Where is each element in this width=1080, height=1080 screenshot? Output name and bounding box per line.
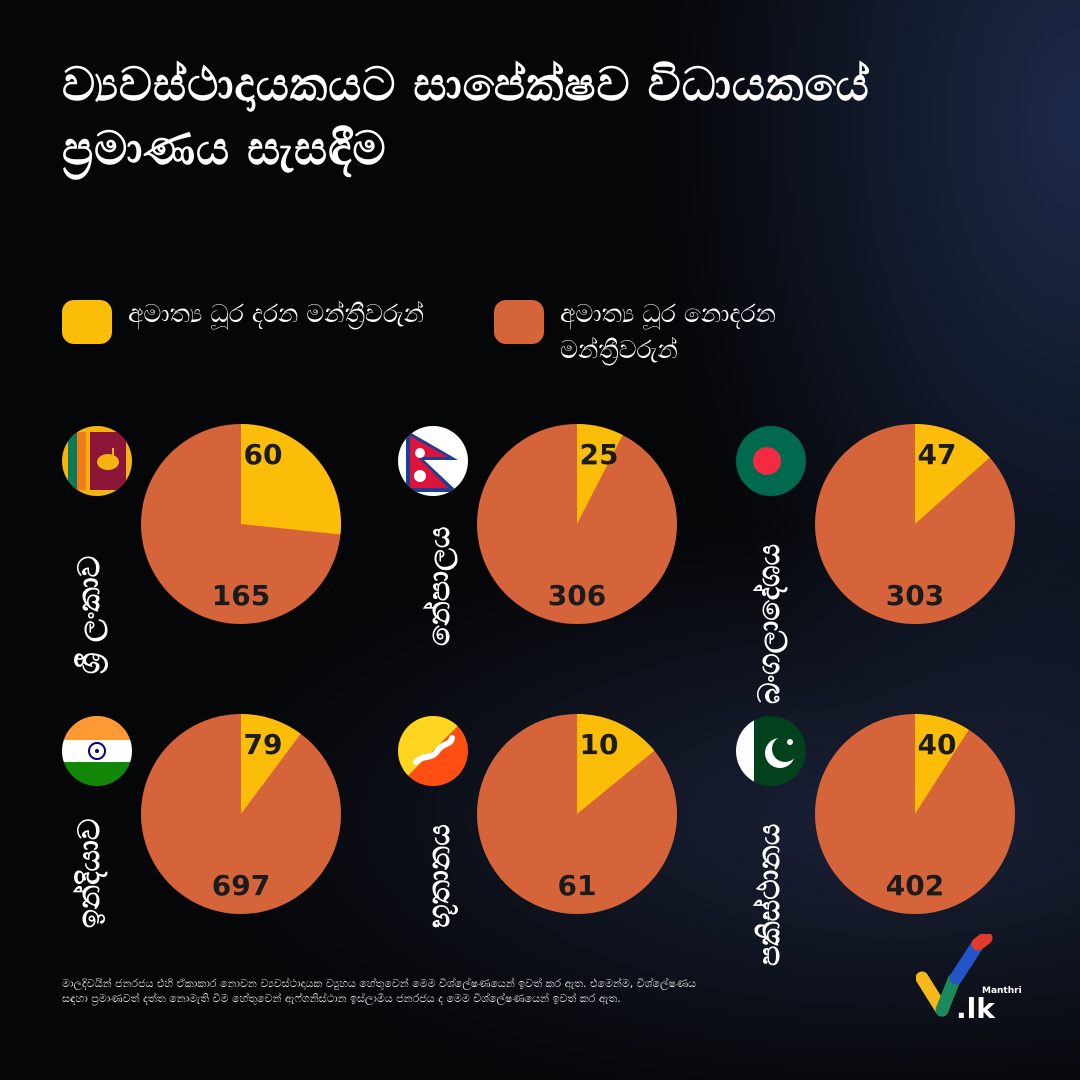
pie-chart-bhutan: 10 61 [477, 714, 677, 914]
pie-chart-india: 79 697 [141, 714, 341, 914]
pie-label-non-minister-pakistan: 402 [886, 869, 944, 902]
legend-non-minister: අමාත්‍ය ධූර නොදරන මන්ත්‍රීවරුන් [494, 296, 860, 368]
country-label-sri-lanka: ශ්‍රී ලංකාව [72, 555, 107, 674]
logo-name: Manthri [982, 986, 1022, 996]
pie-label-minister-india: 79 [244, 728, 283, 761]
page-title: ව්‍යවස්ථාදායකයට සාපේක්ෂව විධායකයේ ප්‍රමා… [62, 57, 870, 175]
checkmark-logo-icon: Manthri .lk [915, 931, 1026, 1025]
pie-label-minister-nepal: 25 [580, 438, 619, 471]
country-label-bangladesh: බංගලාදේශය [752, 543, 787, 704]
pie-label-non-minister-nepal: 306 [548, 579, 606, 612]
logo-suffix: .lk [956, 992, 995, 1025]
pie-slice-minister-pakistan [915, 714, 969, 814]
pie-label-minister-bangladesh: 47 [918, 438, 957, 471]
legend-swatch-minister [62, 300, 112, 344]
pie-label-minister-pakistan: 40 [918, 728, 957, 761]
pie-label-non-minister-bangladesh: 303 [886, 579, 944, 612]
pie-label-minister-bhutan: 10 [580, 728, 619, 761]
legend-label-non-minister: අමාත්‍ය ධූර නොදරන මන්ත්‍රීවරුන් [560, 299, 776, 364]
country-label-india: ඉන්දියාව [72, 818, 107, 928]
bangladesh-flag-icon [736, 426, 806, 496]
pie-chart-nepal: 25 306 [477, 424, 677, 624]
pie-label-non-minister-sri-lanka: 165 [212, 579, 270, 612]
pie-slice-minister-bangladesh [915, 424, 990, 524]
pie-label-non-minister-india: 697 [212, 869, 270, 902]
pie-slice-minister-bhutan [577, 714, 655, 814]
pie-slice-minister-sri-lanka [241, 424, 341, 535]
india-flag-icon [62, 716, 132, 786]
legend-label-minister: අමාත්‍ය ධූර දරන මන්ත්‍රීවරුන් [128, 299, 425, 328]
pie-label-non-minister-bhutan: 61 [558, 869, 597, 902]
nepal-flag-icon [398, 426, 468, 496]
pakistan-flag-icon [736, 716, 806, 786]
pie-chart-sri-lanka: 60 165 [141, 424, 341, 624]
pie-label-minister-sri-lanka: 60 [244, 438, 283, 471]
footnote: මාලදිවයින් ජනරජය එහි ඒකාකාර නොවන ව්‍යවස්… [62, 977, 697, 1005]
country-label-bhutan: භූතානය [422, 824, 457, 928]
bhutan-flag-icon [398, 716, 468, 786]
sri-lanka-flag-icon [62, 426, 132, 496]
pie-slice-minister-nepal [577, 424, 623, 524]
legend-minister: අමාත්‍ය ධූර දරන මන්ත්‍රීවරුන් [62, 296, 428, 344]
legend-swatch-non-minister [494, 300, 544, 344]
pie-chart-pakistan: 40 402 [815, 714, 1015, 914]
pie-chart-bangladesh: 47 303 [815, 424, 1015, 624]
country-label-pakistan: පකිස්ථානය [752, 823, 787, 966]
pie-slice-minister-india [241, 714, 301, 814]
country-label-nepal: නේපාලය [422, 526, 457, 646]
